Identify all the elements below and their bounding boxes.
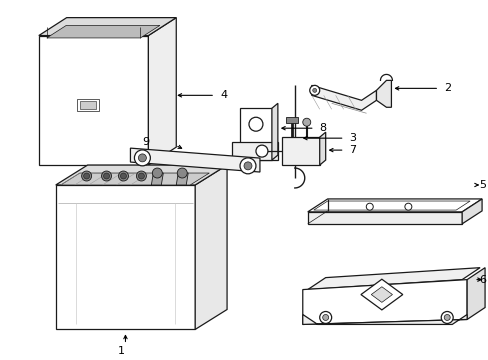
Text: 3: 3 <box>349 133 356 143</box>
Text: 4: 4 <box>220 90 227 100</box>
Text: 6: 6 <box>478 275 485 285</box>
Circle shape <box>81 171 91 181</box>
Circle shape <box>440 311 452 323</box>
Circle shape <box>120 173 126 179</box>
Polygon shape <box>80 101 96 109</box>
Polygon shape <box>307 199 481 212</box>
Polygon shape <box>307 212 461 224</box>
Circle shape <box>312 88 316 92</box>
Circle shape <box>138 173 144 179</box>
Polygon shape <box>307 268 479 289</box>
Polygon shape <box>61 173 209 185</box>
Polygon shape <box>39 18 176 36</box>
Polygon shape <box>56 165 226 185</box>
Circle shape <box>134 150 150 166</box>
Circle shape <box>319 311 331 323</box>
Circle shape <box>255 145 267 157</box>
Polygon shape <box>232 142 277 160</box>
Circle shape <box>118 171 128 181</box>
Polygon shape <box>311 85 376 110</box>
Circle shape <box>322 315 328 320</box>
Circle shape <box>443 315 449 320</box>
Circle shape <box>366 203 372 210</box>
Polygon shape <box>376 80 390 107</box>
Polygon shape <box>461 199 481 224</box>
Circle shape <box>103 173 109 179</box>
Circle shape <box>136 171 146 181</box>
Text: 5: 5 <box>478 180 485 190</box>
Circle shape <box>309 85 319 95</box>
Polygon shape <box>47 26 160 38</box>
Polygon shape <box>302 315 466 324</box>
Circle shape <box>248 117 263 131</box>
Circle shape <box>240 158 255 174</box>
Polygon shape <box>130 148 260 172</box>
Circle shape <box>138 154 146 162</box>
Polygon shape <box>240 108 271 160</box>
Polygon shape <box>151 173 163 185</box>
Circle shape <box>302 118 310 126</box>
Text: 9: 9 <box>142 137 149 147</box>
Text: 1: 1 <box>118 346 125 356</box>
Circle shape <box>404 203 411 210</box>
Text: 7: 7 <box>349 145 356 155</box>
Polygon shape <box>56 185 195 329</box>
Circle shape <box>102 171 111 181</box>
Text: 8: 8 <box>319 123 326 133</box>
Circle shape <box>83 173 89 179</box>
Polygon shape <box>148 18 176 165</box>
Text: 2: 2 <box>443 84 450 93</box>
Polygon shape <box>271 103 277 160</box>
Polygon shape <box>360 279 402 310</box>
Polygon shape <box>195 165 226 329</box>
Polygon shape <box>285 117 297 123</box>
Circle shape <box>152 168 162 178</box>
Circle shape <box>177 168 187 178</box>
Polygon shape <box>281 137 319 165</box>
Polygon shape <box>39 36 148 165</box>
Polygon shape <box>176 173 188 185</box>
Polygon shape <box>319 132 325 165</box>
Polygon shape <box>466 268 484 319</box>
Polygon shape <box>77 99 99 111</box>
Polygon shape <box>302 280 466 324</box>
Circle shape <box>244 162 251 170</box>
Polygon shape <box>370 287 392 302</box>
